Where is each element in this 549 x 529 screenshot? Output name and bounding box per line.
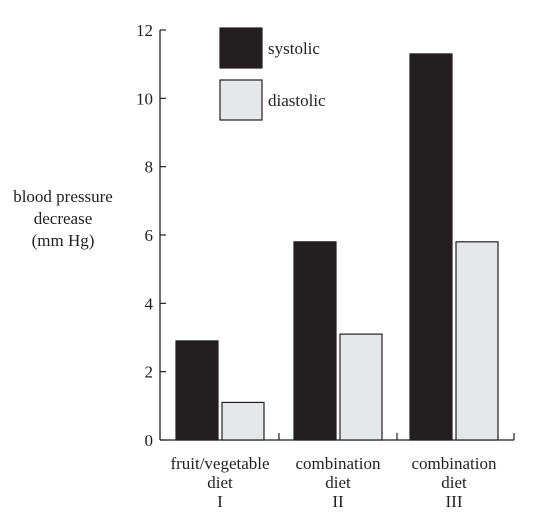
bar-systolic (293, 241, 337, 441)
y-axis-label-line: decrease (33, 209, 93, 228)
y-tick-label: 2 (145, 363, 154, 382)
bar-diastolic (455, 241, 499, 441)
x-category-line: II (332, 492, 344, 511)
x-category-line: combination (295, 454, 381, 473)
x-category-line: diet (325, 473, 351, 492)
bar-systolic (409, 53, 453, 441)
y-tick-label: 10 (136, 89, 153, 108)
x-category-line: diet (207, 473, 233, 492)
x-category-line: III (445, 492, 463, 511)
y-axis-label-line: (mm Hg) (31, 231, 95, 250)
legend-label: systolic (268, 39, 320, 58)
bar-diastolic (339, 333, 383, 441)
y-tick-label: 4 (145, 294, 154, 313)
x-category-line: fruit/vegetable (170, 454, 270, 473)
x-category-line: diet (441, 473, 467, 492)
x-category-line: I (217, 492, 223, 511)
x-category-label: combination diet III (384, 454, 524, 511)
x-category-line: combination (411, 454, 497, 473)
y-tick-label: 8 (145, 158, 154, 177)
bar-diastolic (221, 401, 265, 441)
bar-systolic (175, 340, 219, 441)
legend-swatch-systolic (219, 27, 263, 69)
y-axis-label: blood pressure decrease (mm Hg) (0, 186, 126, 252)
y-tick-label: 6 (145, 226, 154, 245)
legend-swatch-diastolic (219, 79, 263, 121)
legend-label: diastolic (268, 91, 326, 110)
y-tick-label: 0 (145, 431, 154, 450)
y-axis-label-line: blood pressure (13, 187, 113, 206)
x-category-label: combination diet II (268, 454, 408, 511)
y-tick-label: 12 (136, 21, 153, 40)
x-category-label: fruit/vegetable diet I (150, 454, 290, 511)
